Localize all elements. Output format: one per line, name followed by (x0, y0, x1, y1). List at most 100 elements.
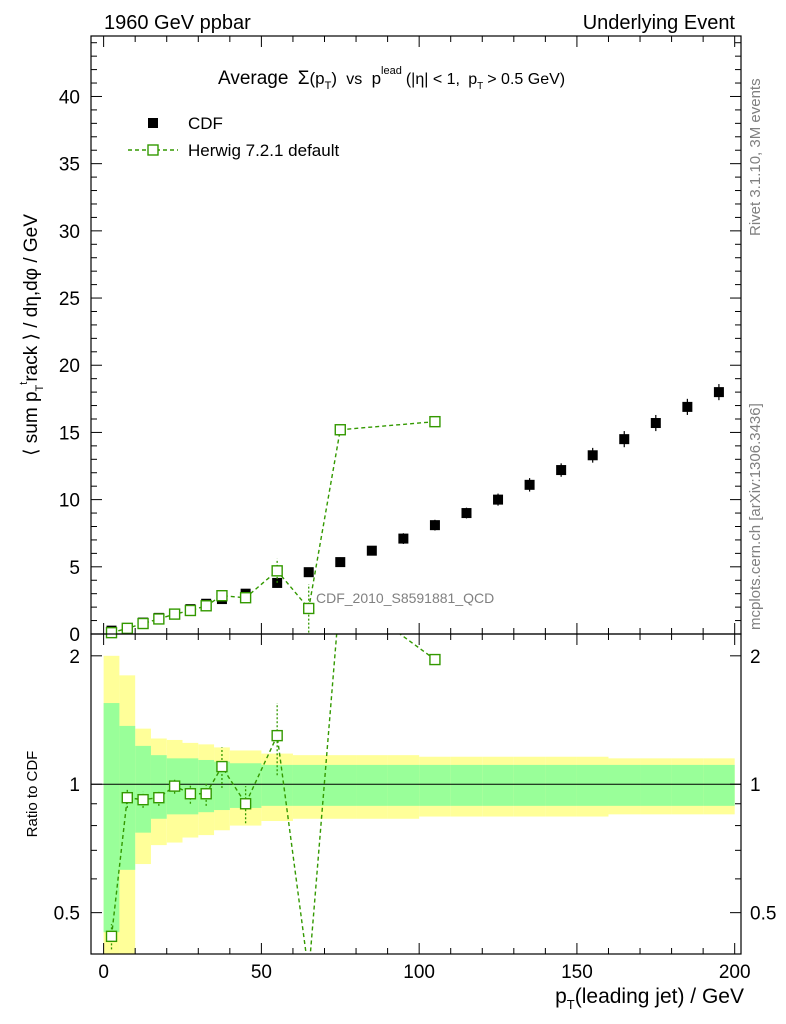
legend-mc-marker (147, 144, 159, 156)
ratio-inner-band (608, 764, 641, 806)
legend-cdf-marker (148, 118, 158, 128)
ratio-inner-band (576, 764, 609, 806)
cdf-point (619, 434, 630, 445)
legend-cdf-label: CDF (188, 114, 223, 133)
y-label-sub: T (34, 384, 46, 391)
ratio-herwig-point (184, 788, 197, 800)
analysis-label: CDF_2010_S8591881_QCD (316, 590, 494, 606)
x-tick-label: 100 (403, 962, 435, 983)
ratio-herwig-point (121, 791, 133, 804)
herwig-point (200, 600, 212, 612)
x-label-rest: (leading jet) / GeV (575, 985, 744, 1008)
y-tick-label: 0 (69, 625, 80, 646)
main-x-ticks (103, 36, 736, 634)
header-left: 1960 GeV ppbar (104, 12, 251, 34)
ratio-y-tick-label-right: 1 (750, 775, 761, 796)
y-tick-label: 25 (59, 289, 80, 310)
legend-mc-label: Herwig 7.2.1 default (188, 141, 339, 160)
title-sup-lead: lead (381, 65, 402, 77)
rivet-label: Rivet 3.1.10, 3M events (747, 78, 764, 236)
ratio-frame (90, 633, 742, 955)
y-tick-label: 10 (59, 491, 80, 512)
x-label-p: p (555, 985, 567, 1008)
ratio-y-ticks: 0.5 0.5 1 1 2 2 (54, 647, 776, 955)
title-sigma: Σ (298, 68, 310, 89)
title-paren-open: ( (309, 69, 315, 88)
ratio-y-label: Ratio to CDF (24, 751, 41, 838)
cdf-point (556, 465, 567, 476)
ratio-bands (103, 655, 735, 954)
x-label-sub: T (567, 997, 575, 1012)
ratio-inner-band (292, 764, 325, 806)
ratio-inner-band (150, 755, 167, 819)
title-cut-sub-t: T (477, 81, 483, 92)
ratio-inner-band (419, 764, 451, 806)
header-right: Underlying Event (583, 12, 736, 34)
y-tick-label: 20 (59, 356, 80, 377)
title-sub-t: T (325, 80, 332, 92)
title-paren-close: ) (331, 69, 337, 88)
ratio-herwig-point (105, 930, 118, 943)
y-label-rest: rack ⟩ / dη,dφ / GeV (21, 214, 42, 382)
ratio-y-tick-label-right: 0.5 (750, 904, 776, 925)
ratio-inner-band (387, 764, 420, 806)
ratio-panel: 0 50 100 150 200 0.5 0.5 1 1 2 2 (54, 633, 776, 983)
title-cut-close: > 0.5 GeV) (487, 71, 565, 88)
cdf-point (713, 387, 724, 398)
cdf-point (335, 557, 346, 568)
ratio-inner-band (450, 764, 483, 806)
ratio-y-tick-label: 0.5 (54, 904, 80, 925)
herwig-point (184, 604, 197, 617)
x-tick-label: 0 (98, 962, 109, 983)
mcplots-label: mcplots.cern.ch [arXiv:1306.3436] (747, 403, 764, 630)
herwig-point (239, 592, 252, 604)
ratio-y-tick-label: 2 (69, 647, 80, 668)
ratio-herwig-point (429, 653, 441, 666)
herwig-point (334, 424, 346, 436)
y-tick-label: 35 (59, 155, 80, 176)
title-p: p (315, 69, 324, 88)
herwig-point (303, 602, 315, 615)
cdf-point (682, 401, 693, 412)
ratio-inner-band (640, 764, 672, 806)
x-tick-label: 50 (251, 962, 272, 983)
ratio-inner-band (135, 745, 151, 833)
cdf-point (429, 520, 440, 531)
ratio-herwig-point (200, 788, 212, 800)
x-tick-label: 150 (561, 962, 593, 983)
herwig-point (168, 608, 181, 620)
herwig-point (137, 617, 149, 630)
ratio-inner-band (671, 764, 704, 806)
main-y-ticks: 0 5 10 15 20 25 30 35 40 (59, 42, 741, 646)
cdf-point (587, 450, 598, 461)
y-label-prefix: ⟨ sum p (21, 391, 42, 455)
herwig-series (105, 415, 441, 639)
legend: CDF Herwig 7.2.1 default (128, 114, 339, 160)
ratio-inner-band (324, 764, 357, 806)
ratio-inner-band (703, 764, 735, 806)
x-tick-label: 200 (719, 962, 751, 983)
y-label-sup: t (18, 382, 30, 385)
y-tick-label: 30 (59, 222, 80, 243)
herwig-point (429, 415, 441, 428)
herwig-point (153, 613, 165, 625)
title-average: Average (218, 68, 288, 89)
cdf-point (366, 545, 377, 556)
title-cut-open: (|η| < 1, (406, 71, 460, 88)
herwig-point (121, 622, 133, 635)
cdf-point (303, 567, 314, 578)
y-axis-label: ⟨ sum pTtrack ⟩ / dη,dφ / GeV (18, 214, 46, 456)
herwig-point (105, 626, 118, 639)
x-axis-label: pT(leading jet) / GeV (555, 985, 744, 1012)
herwig-point (216, 590, 228, 602)
ratio-inner-band (103, 703, 120, 933)
cdf-point (461, 508, 472, 519)
y-tick-label: 15 (59, 423, 80, 444)
ratio-inner-band (356, 764, 388, 806)
y-tick-label: 40 (59, 87, 80, 108)
ratio-herwig-point (216, 760, 228, 773)
cdf-point (524, 479, 535, 490)
ratio-y-tick-label-right: 2 (750, 647, 761, 668)
ratio-inner-band (545, 764, 577, 806)
